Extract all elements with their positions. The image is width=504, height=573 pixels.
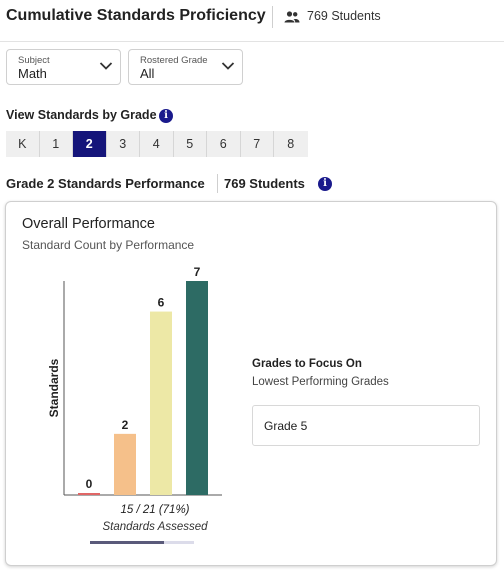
- bar-value-label-1: 2: [122, 418, 129, 432]
- focus-item-grade-5[interactable]: Grade 5: [252, 405, 480, 446]
- grade-tab-3[interactable]: 3: [106, 131, 140, 157]
- rostered-grade-select-label: Rostered Grade: [140, 55, 208, 66]
- focus-subtitle: Lowest Performing Grades: [252, 376, 389, 388]
- rostered-grade-select-value: All: [140, 66, 155, 81]
- grade-tab-7[interactable]: 7: [240, 131, 274, 157]
- info-icon[interactable]: i: [159, 109, 173, 123]
- header-divider: [272, 6, 273, 28]
- grade-tab-5[interactable]: 5: [173, 131, 207, 157]
- performance-bar-chart: Standards 0 2 6 7: [47, 265, 222, 496]
- performance-heading: Grade 2 Standards Performance: [6, 176, 205, 191]
- grade-tab-4[interactable]: 4: [140, 131, 174, 157]
- focus-item-label: Grade 5: [264, 419, 308, 433]
- overall-performance-card: Overall Performance Standard Count by Pe…: [5, 201, 497, 566]
- chart-bar-1[interactable]: [114, 433, 136, 495]
- performance-students: 769 Students: [224, 176, 305, 191]
- chart-bar-0[interactable]: [78, 493, 100, 495]
- grade-tab-1[interactable]: 1: [39, 131, 73, 157]
- subject-select[interactable]: Subject Math: [6, 49, 121, 85]
- rostered-grade-select[interactable]: Rostered Grade All: [128, 49, 243, 85]
- page-header: Cumulative Standards Proficiency 769 Stu…: [0, 0, 504, 42]
- info-icon[interactable]: i: [318, 177, 332, 191]
- chevron-down-icon: [99, 62, 113, 70]
- standards-assessed-progress: [90, 541, 194, 544]
- grade-tab-k[interactable]: K: [6, 131, 40, 157]
- focus-title: Grades to Focus On: [252, 358, 362, 370]
- page-title: Cumulative Standards Proficiency: [6, 7, 266, 24]
- people-icon: [284, 11, 300, 23]
- grade-tab-6[interactable]: 6: [207, 131, 241, 157]
- chart-bar-2[interactable]: [150, 311, 172, 495]
- standards-assessed-label: Standards Assessed: [102, 521, 208, 533]
- grade-tab-2[interactable]: 2: [73, 131, 107, 157]
- chevron-down-icon: [221, 62, 235, 70]
- performance-divider: [217, 174, 218, 193]
- subject-select-value: Math: [18, 66, 47, 81]
- standards-assessed-value: 15 / 21 (71%): [120, 504, 190, 516]
- grade-tab-8[interactable]: 8: [274, 131, 308, 157]
- standards-assessed-progress-fill: [90, 541, 164, 544]
- subject-select-label: Subject: [18, 55, 50, 66]
- y-axis-label: Standards: [47, 358, 61, 417]
- card-title: Overall Performance: [22, 216, 155, 232]
- students-count: 769 Students: [307, 9, 381, 23]
- card-subtitle: Standard Count by Performance: [22, 238, 195, 252]
- chart-bar-3[interactable]: [186, 281, 208, 495]
- view-standards-heading: View Standards by Grade: [6, 108, 157, 122]
- bar-value-label-0: 0: [86, 477, 93, 491]
- bar-value-label-3: 7: [194, 265, 201, 279]
- bar-value-label-2: 6: [158, 296, 165, 310]
